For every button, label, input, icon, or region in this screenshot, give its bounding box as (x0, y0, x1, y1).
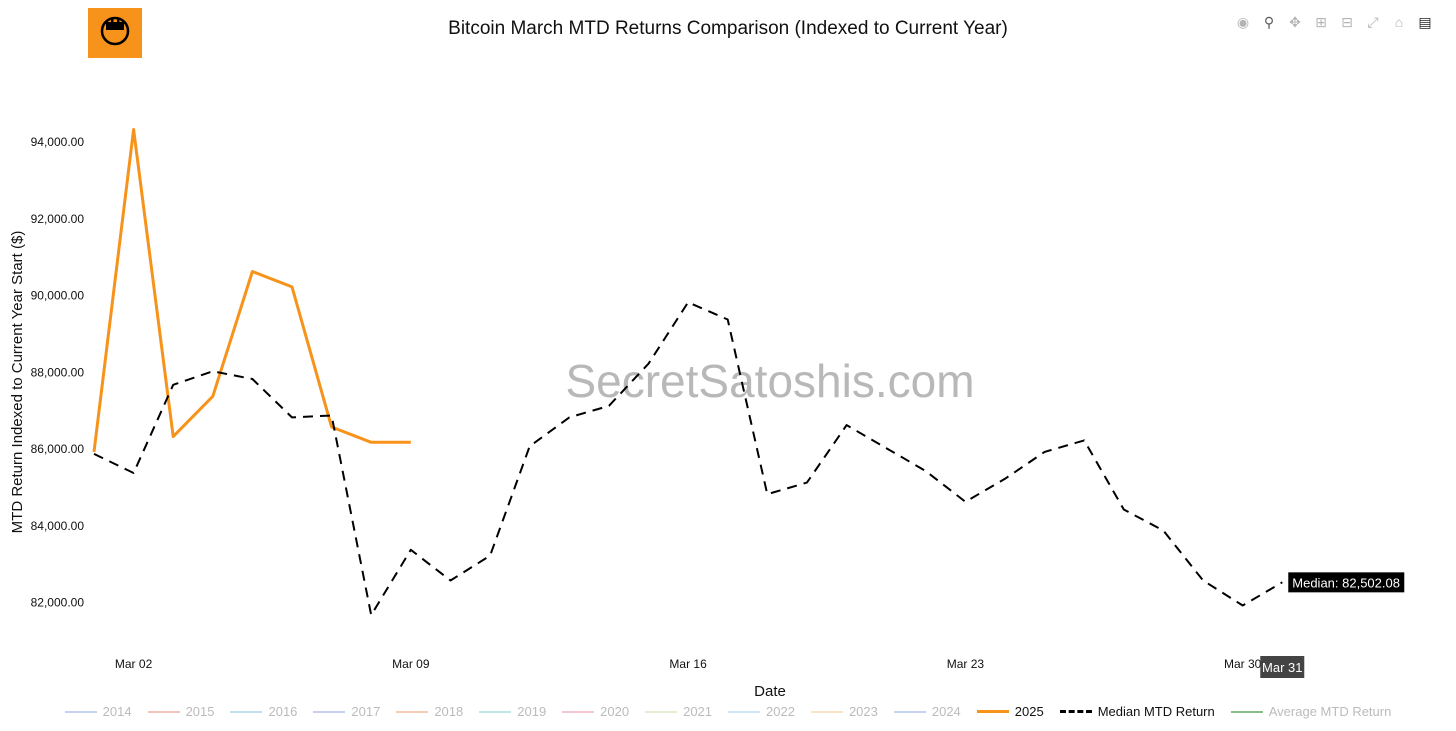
legend-swatch (810, 710, 843, 713)
legend-swatch (479, 710, 512, 713)
modebar: ◉ ⚲ ✥ ⊞ ⊟ ⤢ ⌂ ▤ (1230, 12, 1438, 32)
tooltip-text: Median: 82,502.08 (1292, 575, 1400, 590)
tooltip-x-text: Mar 31 (1262, 660, 1302, 675)
legend-label: Median MTD Return (1097, 704, 1215, 719)
zoom-icon[interactable]: ⚲ (1263, 13, 1275, 30)
legend-item-2022[interactable]: 2022 (728, 704, 795, 719)
legend-label: 2023 (848, 704, 878, 719)
legend-label: 2020 (600, 704, 630, 719)
y-tick-label: 82,000.00 (31, 596, 85, 610)
legend-swatch (396, 710, 429, 713)
legend-swatch (1059, 710, 1092, 713)
zoom-out-icon[interactable]: ⊟ (1341, 13, 1353, 30)
x-tick-label: Mar 23 (947, 657, 985, 671)
legend-label: 2024 (931, 704, 961, 719)
plotly-logo-icon[interactable]: ▤ (1418, 13, 1432, 30)
legend-label: 2019 (517, 704, 547, 719)
legend-item-average-mtd-return[interactable]: Average MTD Return (1230, 704, 1392, 719)
legend-swatch (230, 710, 263, 713)
legend-label: 2015 (185, 704, 215, 719)
series-line-2025[interactable] (92, 128, 411, 453)
legend-swatch (645, 710, 678, 713)
legend-swatch (147, 710, 180, 713)
y-tick-label: 92,000.00 (31, 212, 85, 226)
legend-swatch (64, 710, 97, 713)
legend-item-2025[interactable]: 2025 (976, 704, 1044, 719)
y-tick-label: 84,000.00 (31, 519, 85, 533)
legend-item-2014[interactable]: 2014 (64, 704, 132, 719)
legend-label: 2016 (268, 704, 298, 719)
x-tick-label: Mar 02 (115, 657, 153, 671)
x-axis-ticks: Mar 02 Mar 09 Mar 16 Mar 23 Mar 30 (115, 657, 1262, 671)
legend-swatch (562, 710, 595, 713)
series-layer (92, 128, 1283, 617)
legend-item-2019[interactable]: 2019 (479, 704, 546, 719)
y-axis-ticks: 82,000.00 84,000.00 86,000.00 88,000.00 90,0… (31, 135, 85, 610)
y-tick-label: 90,000.00 (31, 289, 85, 303)
series-line-median-mtd-return[interactable] (93, 301, 1283, 617)
legend-item-2020[interactable]: 2020 (562, 704, 629, 719)
tooltip-x-box (1260, 656, 1305, 678)
legend-item-median-mtd-return[interactable]: Median MTD Return (1059, 704, 1215, 719)
legend: 2014 2015 2016 2017 2018 2019 2020 2021 2022 2023… (0, 704, 1456, 719)
zoom-in-icon[interactable]: ⊞ (1315, 13, 1327, 30)
x-tick-label: Mar 30 (1224, 657, 1262, 671)
y-axis-label: MTD Return Indexed to Current Year Start… (9, 231, 26, 534)
x-tick-label: Mar 09 (392, 657, 430, 671)
legend-label: 2017 (351, 704, 381, 719)
legend-swatch (976, 710, 1009, 713)
autoscale-icon[interactable]: ⤢ (1367, 13, 1379, 30)
legend-item-2024[interactable]: 2024 (893, 704, 961, 719)
legend-item-2018[interactable]: 2018 (396, 704, 463, 719)
y-tick-label: 88,000.00 (31, 365, 85, 379)
legend-label: Average MTD Return (1268, 704, 1392, 719)
legend-item-2015[interactable]: 2015 (147, 704, 215, 719)
legend-swatch (1230, 710, 1263, 713)
legend-item-2017[interactable]: 2017 (313, 704, 380, 719)
legend-label: 2022 (766, 704, 795, 719)
legend-label: 2025 (1014, 704, 1044, 719)
camera-icon[interactable]: ◉ (1236, 13, 1250, 30)
hover-tooltip: Median: 82,502.08 Mar 31 (1260, 572, 1405, 678)
tooltip-box (1288, 572, 1405, 593)
chart-title: Bitcoin March MTD Returns Comparison (In… (448, 18, 1008, 39)
secretsatoshis-logo (88, 8, 142, 58)
legend-item-2016[interactable]: 2016 (230, 704, 297, 719)
y-tick-label: 86,000.00 (31, 442, 85, 456)
legend-label: 2018 (434, 704, 464, 719)
home-icon[interactable]: ⌂ (1394, 14, 1404, 30)
x-axis-label: Date (754, 683, 786, 700)
line-chart: SecretSatoshis.com 82,000.00 84,000.00 86,… (9, 128, 1405, 700)
legend-item-2023[interactable]: 2023 (810, 704, 878, 719)
legend-swatch (728, 710, 761, 713)
legend-label: 2021 (683, 704, 713, 719)
legend-swatch (893, 710, 926, 713)
pan-icon[interactable]: ✥ (1289, 13, 1301, 30)
watermark: SecretSatoshis.com (565, 355, 974, 407)
legend-item-2021[interactable]: 2021 (645, 704, 712, 719)
y-tick-label: 94,000.00 (31, 135, 85, 149)
x-tick-label: Mar 16 (669, 657, 707, 671)
legend-swatch (313, 710, 346, 713)
legend-label: 2014 (102, 704, 132, 719)
